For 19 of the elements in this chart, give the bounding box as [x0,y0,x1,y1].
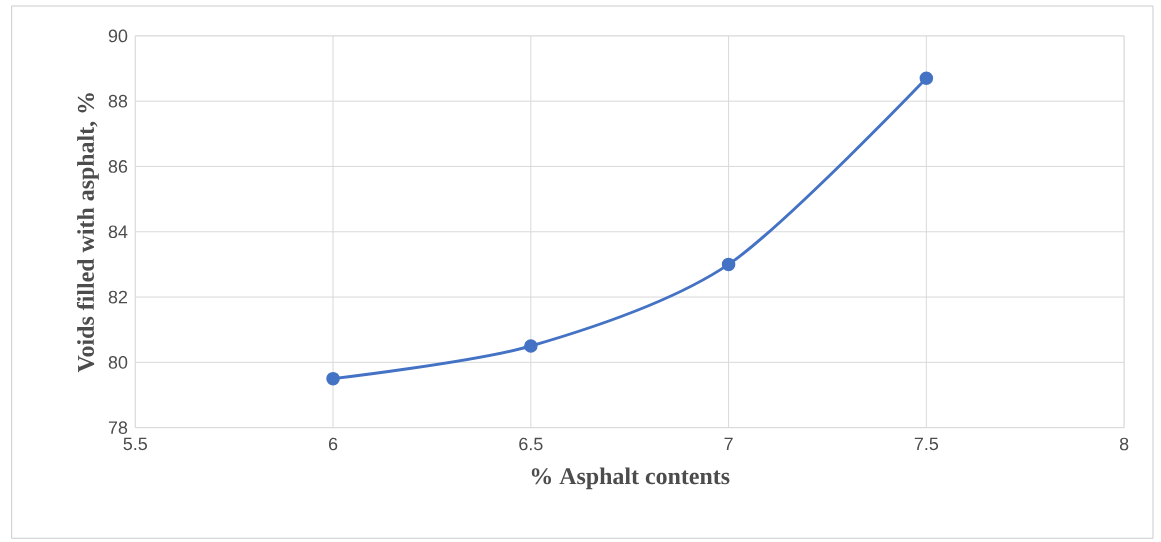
y-tick-label: 78 [108,421,128,434]
point [326,371,340,386]
y-tick-label: 84 [108,225,128,238]
point [919,71,934,85]
x-tick-label: 7 [724,437,733,450]
x-tick-label: 6 [328,437,338,451]
x-tick-label: 7.5 [914,437,939,451]
x-tick-label: 6.5 [519,437,543,451]
y-tick-label: 80 [108,355,128,369]
y-tick-label: 82 [108,290,128,304]
point [524,339,538,353]
x-tick-label: 5.5 [123,437,148,451]
y-axis-title: Voids filled with asphalt, % [76,93,99,373]
x-tick-label: 8 [1119,437,1129,451]
x-axis-title: % Asphalt contents [531,467,730,490]
point [721,257,736,272]
y-tick-label: 90 [108,29,128,43]
y-tick-label: 86 [108,159,128,173]
y-tick-label: 88 [108,94,128,108]
